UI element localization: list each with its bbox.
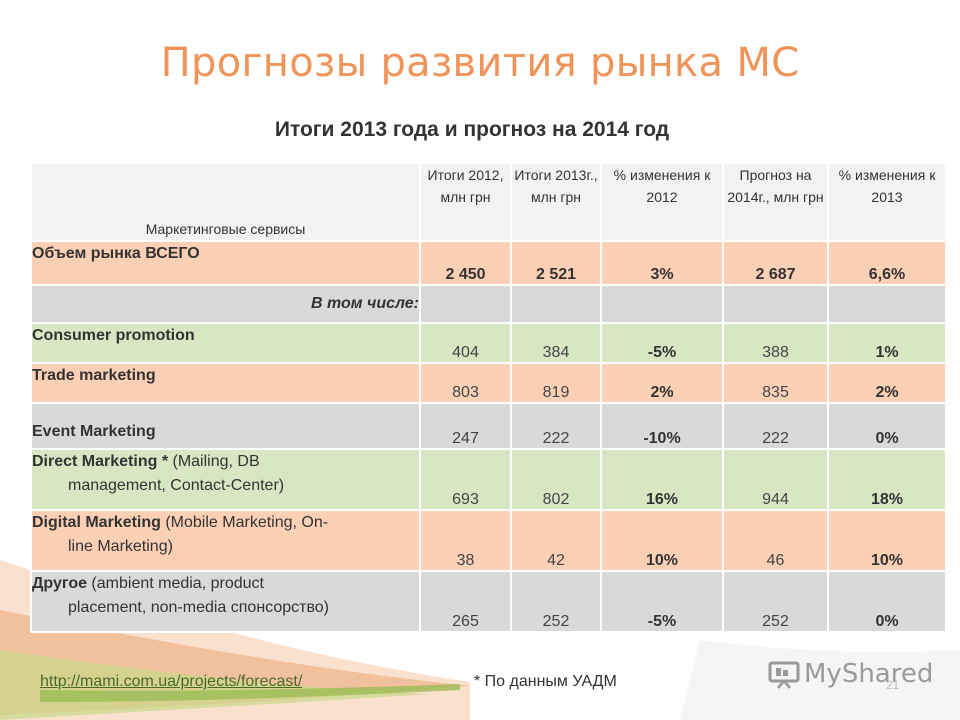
header-services: Маркетинговые сервисы bbox=[30, 162, 421, 242]
table-cell: 3% bbox=[600, 240, 724, 286]
header-forecast-2014: Прогноз на 2014г., млн грн bbox=[722, 162, 829, 242]
table-cell: 38 bbox=[419, 509, 512, 572]
row-label: Direct Marketing * bbox=[32, 453, 169, 470]
slide-subtitle: Итоги 2013 года и прогноз на 2014 год bbox=[274, 118, 670, 141]
total-label: Объем рынка ВСЕГО bbox=[32, 245, 200, 262]
table-cell: 2 521 bbox=[510, 240, 602, 286]
presentation-board-icon bbox=[768, 661, 800, 689]
table-cell: 252 bbox=[510, 570, 602, 633]
table-row: Digital Marketing (Mobile Marketing, On-… bbox=[30, 509, 947, 572]
header-change-2013: % изменения к 2013 bbox=[827, 162, 947, 242]
row-detail: (Mailing, DB bbox=[168, 453, 260, 470]
row-label: Другое bbox=[32, 575, 87, 592]
table-row: Direct Marketing * (Mailing, DB managemen… bbox=[30, 448, 947, 511]
table-row-total: Объем рынка ВСЕГО 2 450 2 521 3% 2 687 6… bbox=[30, 240, 947, 286]
table-cell: 819 bbox=[510, 362, 602, 404]
table-row: Trade marketing 803 819 2% 835 2% bbox=[30, 362, 947, 404]
table-row-subheader: В том числе: bbox=[30, 284, 947, 324]
page-number: 21 bbox=[886, 678, 900, 692]
table-cell: 2% bbox=[600, 362, 724, 404]
myshared-logo: MyShared bbox=[768, 656, 933, 692]
table-cell: 404 bbox=[419, 322, 512, 364]
table-cell: 693 bbox=[419, 448, 512, 511]
row-detail-line2: line Marketing) bbox=[68, 538, 173, 555]
table-row: Consumer promotion 404 384 -5% 388 1% bbox=[30, 322, 947, 364]
table-cell: 388 bbox=[722, 322, 829, 364]
table-cell: 10% bbox=[827, 509, 947, 572]
table-cell: 18% bbox=[827, 448, 947, 511]
table-cell: 2% bbox=[827, 362, 947, 404]
row-label: Digital Marketing bbox=[32, 514, 161, 531]
table-cell: 10% bbox=[600, 509, 724, 572]
source-note: * По данным УАДМ bbox=[474, 673, 617, 690]
subheader-label: В том числе: bbox=[30, 284, 421, 324]
table-cell: 247 bbox=[419, 402, 512, 450]
table-cell: 1% bbox=[827, 322, 947, 364]
table-cell: -5% bbox=[600, 570, 724, 633]
row-detail-line2: placement, non-media спонсорство) bbox=[68, 599, 330, 616]
row-detail: (ambient media, product bbox=[86, 575, 264, 592]
table-cell: 835 bbox=[722, 362, 829, 404]
table-header-row: Маркетинговые сервисы Итоги 2012, млн гр… bbox=[30, 162, 947, 242]
table-cell: -5% bbox=[600, 322, 724, 364]
table-cell: 384 bbox=[510, 322, 602, 364]
header-change-2012: % изменения к 2012 bbox=[600, 162, 724, 242]
slide-title: Прогнозы развития рынка МС bbox=[160, 40, 800, 86]
table-cell: 6,6% bbox=[827, 240, 947, 286]
table-cell: 2 450 bbox=[419, 240, 512, 286]
table-cell: 0% bbox=[827, 570, 947, 633]
table-cell: 265 bbox=[419, 570, 512, 633]
table-cell: 0% bbox=[827, 402, 947, 450]
row-label: Event Marketing bbox=[32, 423, 156, 440]
table-cell: 42 bbox=[510, 509, 602, 572]
market-table: Маркетинговые сервисы Итоги 2012, млн гр… bbox=[30, 162, 947, 633]
table-cell: 2 687 bbox=[722, 240, 829, 286]
table-cell: 944 bbox=[722, 448, 829, 511]
row-detail-line2: management, Contact-Center) bbox=[68, 477, 285, 494]
table-cell: 802 bbox=[510, 448, 602, 511]
table-row: Другое (ambient media, product placement,… bbox=[30, 570, 947, 633]
header-2013: Итоги 2013г., млн грн bbox=[510, 162, 602, 242]
table-cell: -10% bbox=[600, 402, 724, 450]
table-cell: 16% bbox=[600, 448, 724, 511]
header-2012: Итоги 2012, млн грн bbox=[419, 162, 512, 242]
table-cell: 222 bbox=[722, 402, 829, 450]
table-cell: 46 bbox=[722, 509, 829, 572]
table-row: Event Marketing 247 222 -10% 222 0% bbox=[30, 402, 947, 450]
table-cell: 252 bbox=[722, 570, 829, 633]
source-link[interactable]: http://mami.com.ua/projects/forecast/ bbox=[40, 673, 303, 690]
table-cell: 803 bbox=[419, 362, 512, 404]
table-cell: 222 bbox=[510, 402, 602, 450]
row-detail: (Mobile Marketing, On- bbox=[160, 514, 329, 531]
row-label: Trade marketing bbox=[32, 367, 156, 384]
logo-text: MyShared bbox=[804, 659, 934, 689]
row-label: Consumer promotion bbox=[32, 327, 195, 344]
